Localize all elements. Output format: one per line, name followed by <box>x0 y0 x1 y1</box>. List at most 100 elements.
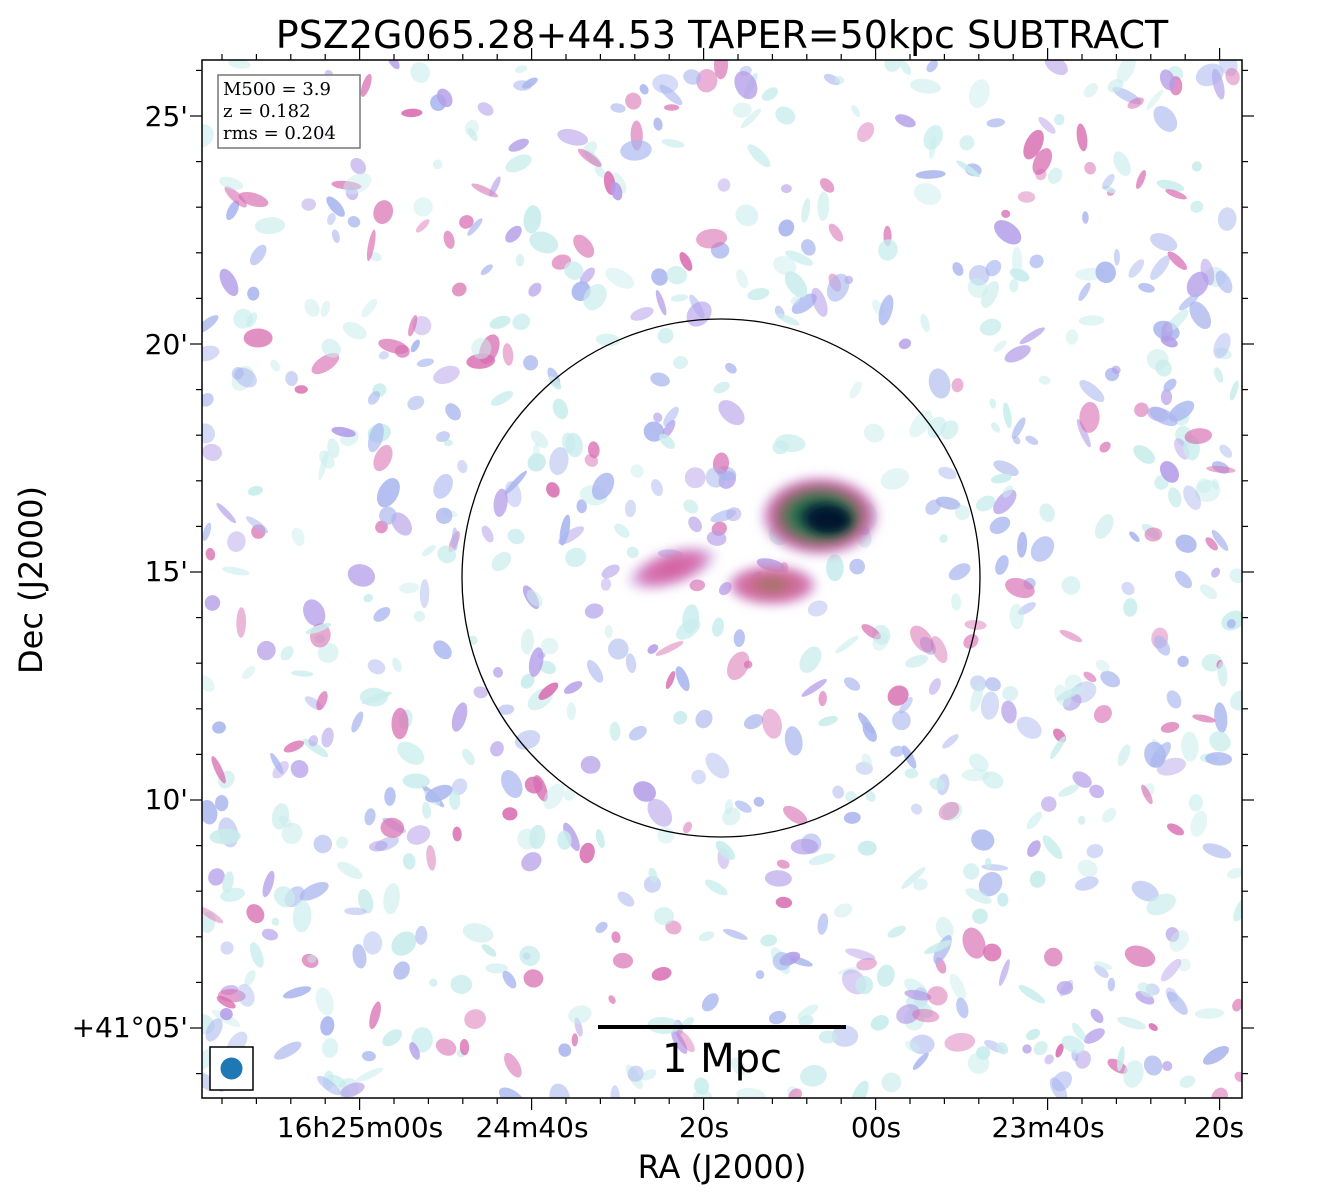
noise-blob <box>568 1005 592 1024</box>
noise-blob <box>227 531 246 552</box>
noise-blob <box>254 217 286 235</box>
noise-blob <box>600 577 612 591</box>
r500-circle <box>461 318 981 838</box>
noise-blob <box>647 798 673 827</box>
noise-blob <box>968 753 989 772</box>
noise-blob <box>489 315 511 329</box>
noise-blob <box>512 313 531 331</box>
noise-blob <box>799 646 822 674</box>
noise-blob <box>359 687 388 707</box>
noise-blob <box>858 712 875 735</box>
noise-blob <box>899 696 913 714</box>
noise-blob <box>675 666 690 692</box>
noise-blob <box>290 759 309 779</box>
noise-blob <box>1102 808 1117 823</box>
noise-blob <box>270 752 284 775</box>
noise-blob <box>326 196 345 217</box>
noise-blob <box>1038 375 1051 385</box>
noise-blob <box>823 73 841 86</box>
noise-blob <box>818 715 838 727</box>
noise-blob <box>1005 577 1035 599</box>
noise-blob <box>409 1042 420 1060</box>
noise-blob <box>1205 537 1218 551</box>
noise-blob <box>784 271 808 298</box>
noise-blob <box>342 321 367 340</box>
noise-blob <box>429 978 438 987</box>
noise-blob <box>1217 207 1237 231</box>
noise-blob <box>246 904 265 924</box>
noise-blob <box>219 268 239 297</box>
noise-blob <box>962 927 986 959</box>
noise-blob <box>948 563 971 581</box>
noise-blob <box>929 777 946 791</box>
noise-blob <box>485 963 508 974</box>
noise-blob <box>997 892 1009 907</box>
noise-blob <box>416 358 434 368</box>
noise-blob <box>336 836 349 849</box>
noise-blob <box>1200 258 1215 286</box>
noise-blob <box>244 970 256 987</box>
noise-blob <box>435 1038 457 1056</box>
noise-blob <box>595 829 605 849</box>
noise-blob <box>573 234 595 258</box>
noise-blob <box>676 618 701 640</box>
noise-blob <box>443 230 455 249</box>
noise-blob <box>422 544 436 557</box>
noise-blob <box>523 969 544 988</box>
noise-blob <box>1165 927 1180 942</box>
x-tick-label: 20s <box>679 1111 729 1144</box>
noise-blob <box>452 826 462 842</box>
noise-blob <box>313 834 333 854</box>
noise-blob <box>292 900 312 933</box>
noise-blob <box>281 822 303 845</box>
noise-blob <box>530 430 549 449</box>
noise-blob <box>347 564 376 587</box>
info-rms: rms = 0.204 <box>223 123 336 144</box>
noise-blob <box>234 367 257 388</box>
y-tick-label: 15' <box>145 555 188 588</box>
noise-blob <box>671 1030 688 1054</box>
noise-blob <box>865 790 876 802</box>
noise-blob <box>1160 389 1173 406</box>
noise-blob <box>559 514 571 546</box>
noise-blob <box>538 660 557 675</box>
noise-blob <box>1146 893 1176 916</box>
noise-blob <box>1165 189 1187 200</box>
noise-blob <box>413 610 426 622</box>
noise-blob <box>415 219 430 233</box>
noise-blob <box>331 426 356 438</box>
noise-blob <box>639 84 649 95</box>
noise-blob <box>205 1018 223 1042</box>
noise-blob <box>1234 1071 1242 1083</box>
noise-blob <box>549 447 569 476</box>
noise-blob <box>1078 315 1105 326</box>
noise-blob <box>727 651 750 681</box>
noise-blob <box>688 516 702 533</box>
noise-blob <box>1116 60 1136 84</box>
noise-blob <box>502 343 514 366</box>
y-tick-label: 20' <box>145 328 188 361</box>
noise-blob <box>949 973 966 1001</box>
noise-blob <box>1129 531 1140 542</box>
noise-blob <box>1025 435 1039 445</box>
noise-blob <box>856 958 877 971</box>
noise-blob <box>316 691 328 711</box>
noise-blob <box>327 438 340 458</box>
noise-blob <box>321 338 341 358</box>
noise-blob <box>477 102 494 116</box>
noise-blob <box>1018 984 1046 1004</box>
noise-blob <box>661 419 676 439</box>
noise-blob <box>228 60 251 69</box>
noise-blob <box>564 261 584 280</box>
noise-blob <box>801 239 816 256</box>
noise-blob <box>925 499 941 515</box>
noise-blob <box>659 433 675 450</box>
noise-blob <box>587 441 600 459</box>
noise-blob <box>382 1029 403 1047</box>
noise-blob <box>202 423 215 444</box>
noise-blob <box>730 1057 746 1076</box>
noise-blob <box>963 863 980 880</box>
noise-blob <box>762 708 782 739</box>
noise-blob <box>364 808 376 826</box>
noise-blob <box>676 1029 695 1053</box>
